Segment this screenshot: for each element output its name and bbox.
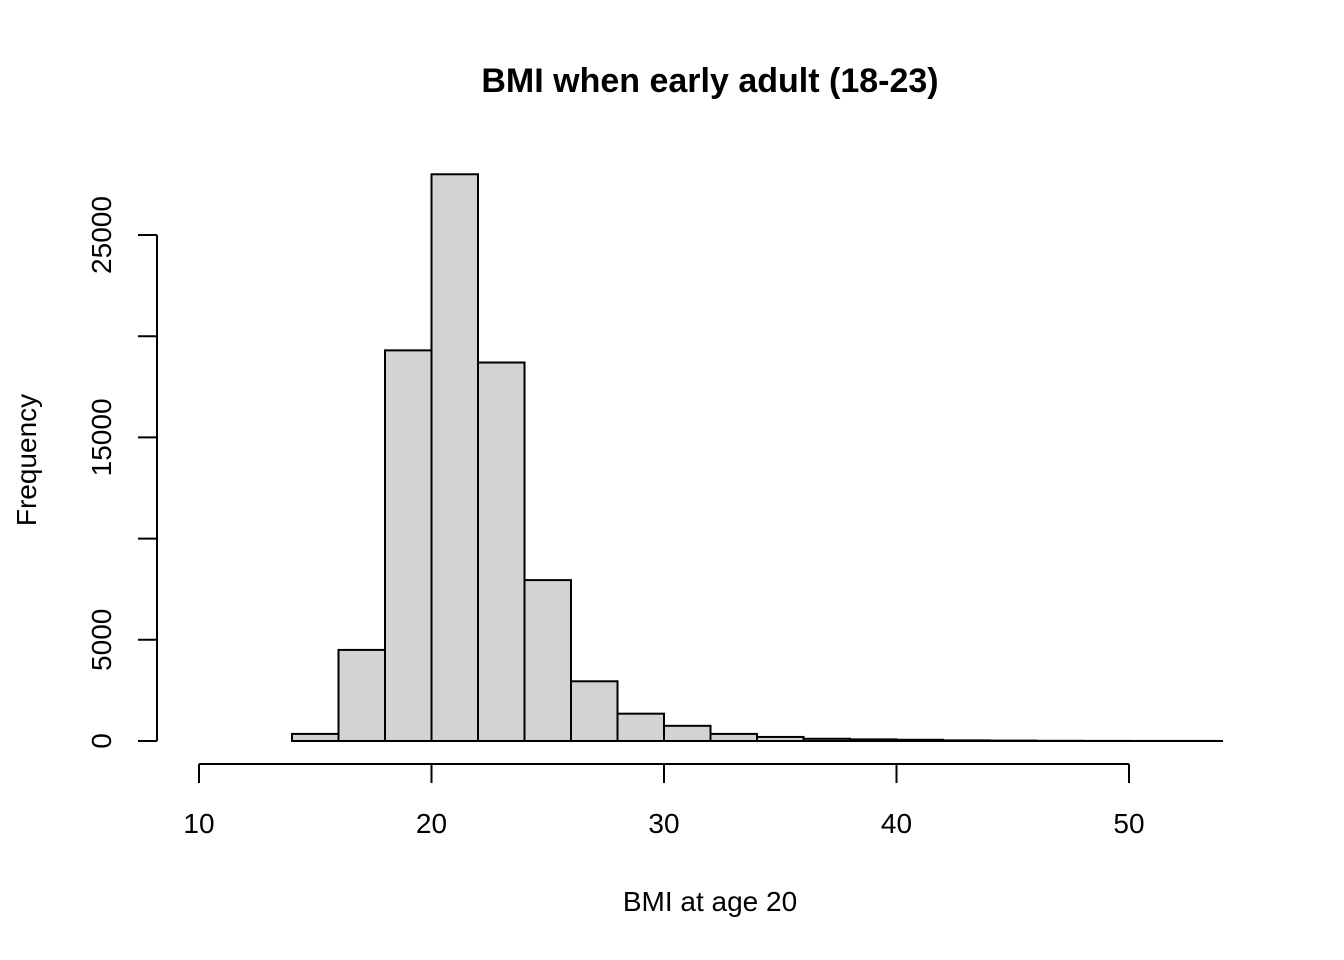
chart-title: BMI when early adult (18-23) <box>481 62 938 100</box>
x-axis-label: BMI at age 20 <box>623 886 797 917</box>
histogram-bar <box>337 648 386 742</box>
histogram-bar <box>709 732 758 742</box>
histogram-bar <box>430 173 479 742</box>
x-tick-label: 40 <box>881 808 912 839</box>
y-tick-label: 25000 <box>86 196 117 274</box>
histogram-bar <box>291 732 340 742</box>
histogram-bar <box>849 738 898 743</box>
y-axis-label: Frequency <box>11 394 42 526</box>
y-tick-label: 15000 <box>86 398 117 476</box>
x-tick-label: 50 <box>1113 808 1144 839</box>
x-tick-label: 30 <box>648 808 679 839</box>
x-axis: 10 20 30 40 50 <box>183 763 1145 839</box>
histogram-bar <box>477 361 526 742</box>
histogram-bar <box>663 724 712 743</box>
histogram-bar <box>523 579 572 743</box>
histogram-bar <box>570 680 619 742</box>
histogram-bar <box>802 737 851 743</box>
y-axis: 0 5000 15000 25000 <box>86 196 158 749</box>
histogram-bar <box>756 735 805 743</box>
y-tick-label: 5000 <box>86 609 117 671</box>
bars-group <box>291 173 1223 743</box>
histogram-bar <box>616 712 665 742</box>
histogram-bar <box>384 349 433 742</box>
x-tick-label: 10 <box>183 808 214 839</box>
y-tick-label: 0 <box>86 733 117 749</box>
histogram-bar <box>942 739 991 743</box>
x-tick-label: 20 <box>416 808 447 839</box>
histogram-bar <box>895 738 944 742</box>
